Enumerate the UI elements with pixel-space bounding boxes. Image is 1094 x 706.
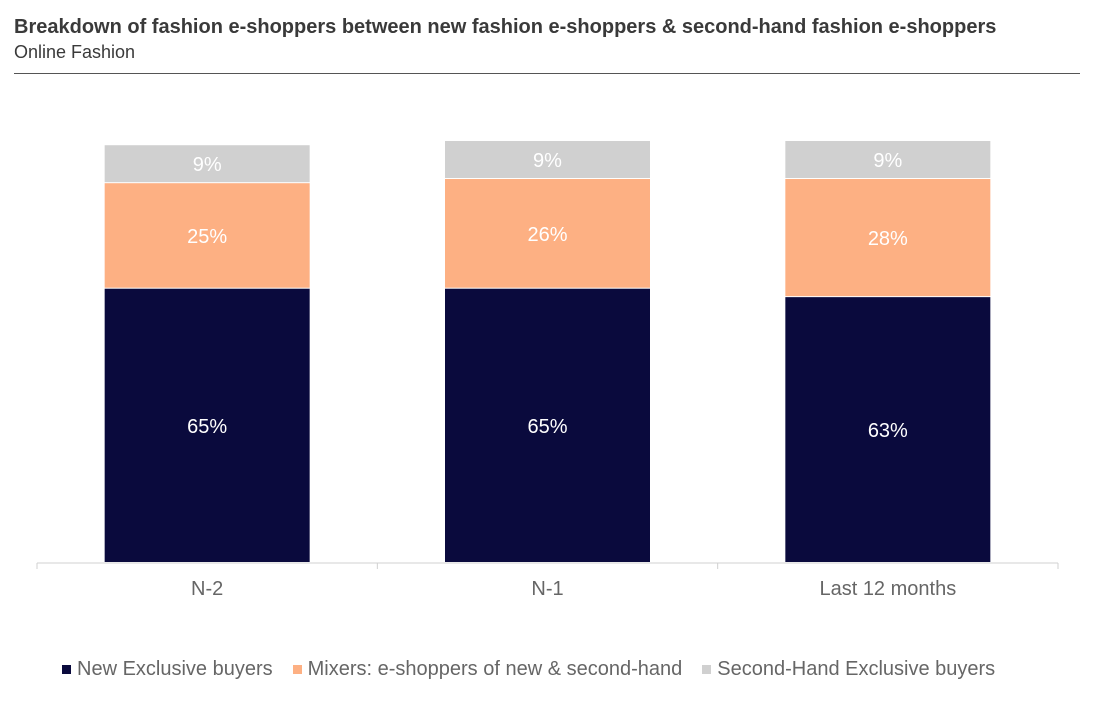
data-label: 25% [187, 226, 227, 248]
bar-segment-3-2 [445, 141, 650, 178]
bar-segment-3-3 [785, 141, 991, 178]
legend: New Exclusive buyers Mixers: e-shoppers o… [62, 658, 995, 681]
legend-label: Second-Hand Exclusive buyers [717, 658, 996, 680]
legend-swatch [702, 665, 712, 674]
data-label: 63% [868, 420, 908, 442]
data-label: 65% [527, 416, 567, 438]
legend-item-1: New Exclusive buyers [62, 658, 273, 681]
data-label: 28% [868, 228, 908, 250]
data-label: 26% [527, 224, 567, 246]
bar-segment-2-2 [445, 178, 650, 288]
data-label: 9% [193, 154, 222, 176]
legend-label: New Exclusive buyers [77, 658, 273, 680]
stacked-bar-chart: 65% 25% 9% 65% 26% 9% 63% 28% 9% N-2 N-1 Last 12 m… [36, 141, 1059, 600]
bar-segment-1-3 [785, 297, 991, 562]
x-tick-label: N-1 [531, 578, 563, 600]
data-label: 9% [533, 150, 562, 172]
x-axis: N-2 N-1 Last 12 months [36, 562, 1059, 600]
legend-item-3: Second-Hand Exclusive buyers [702, 658, 995, 681]
legend-label: Mixers: e-shoppers of new & second-hand [307, 658, 683, 680]
x-tick-label: N-2 [191, 578, 223, 600]
data-label: 9% [873, 150, 902, 172]
chart-subtitle: Online Fashion [14, 42, 136, 62]
x-tick-label: Last 12 months [819, 578, 956, 600]
bars-group: 65% 25% 9% 65% 26% 9% 63% 28% 9% [104, 141, 991, 562]
legend-swatch [62, 665, 71, 674]
data-label: 65% [187, 416, 227, 438]
bar-segment-1-2 [445, 288, 650, 562]
bar-segment-2-1 [104, 183, 310, 288]
bar-segment-3-1 [104, 145, 310, 183]
bar-segment-2-3 [785, 178, 991, 297]
legend-swatch [292, 665, 302, 674]
legend-item-2: Mixers: e-shoppers of new & second-hand [292, 658, 683, 681]
chart-title: Breakdown of fashion e-shoppers between … [14, 16, 997, 38]
bar-segment-1-1 [104, 288, 310, 562]
title-divider [14, 73, 1080, 74]
